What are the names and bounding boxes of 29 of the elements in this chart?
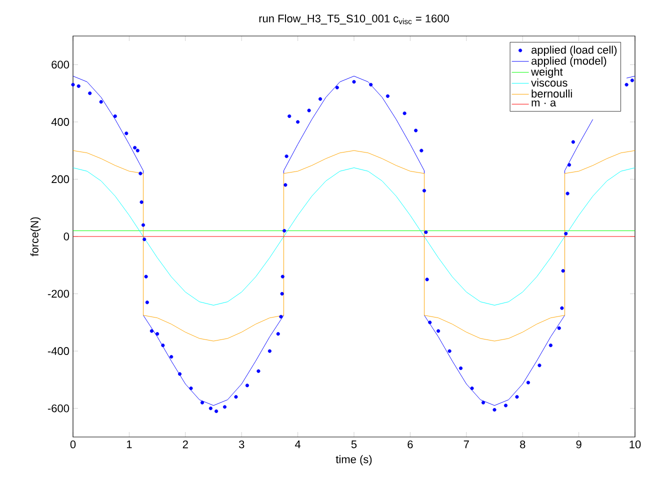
y-tick-label: -200: [48, 290, 70, 298]
x-axis-title: time (s): [336, 455, 372, 466]
y-tick-label: 600: [52, 60, 70, 69]
x-tick-label: 1: [126, 440, 132, 448]
x-tick-label: 8: [520, 440, 526, 448]
legend-label: viscous: [531, 78, 568, 87]
chart-title: run Flow_H3_T5_S10_001 c$_{visc}$ = 1600: [259, 14, 449, 24]
legend-label: bernoulli: [532, 90, 572, 98]
line-series: [73, 168, 636, 306]
y-tick-label: -400: [48, 347, 70, 355]
x-tick-label: 9: [576, 440, 582, 448]
y-axis-title: force(N): [30, 217, 41, 256]
line-series: [73, 150, 636, 342]
x-tick-label: 6: [408, 440, 413, 448]
x-tick-label: 2: [182, 440, 188, 448]
y-tick-label: -600: [48, 404, 70, 412]
x-tick-label: 4: [294, 440, 301, 448]
y-tick-label: 400: [51, 118, 70, 126]
legend-label: m · a: [532, 100, 556, 106]
x-tick-label: 0: [70, 440, 76, 448]
x-tick-label: 7: [464, 440, 469, 448]
x-tick-label: 10: [630, 440, 641, 448]
legend-label: weight: [531, 68, 563, 78]
y-tick-label: 200: [52, 175, 70, 184]
legend-label: applied (model): [532, 56, 606, 67]
y-tick-label: 0: [64, 232, 70, 240]
x-tick-label: 3: [238, 440, 244, 448]
legend-label: applied (load cell): [532, 46, 617, 56]
x-tick-label: 5: [351, 440, 357, 448]
